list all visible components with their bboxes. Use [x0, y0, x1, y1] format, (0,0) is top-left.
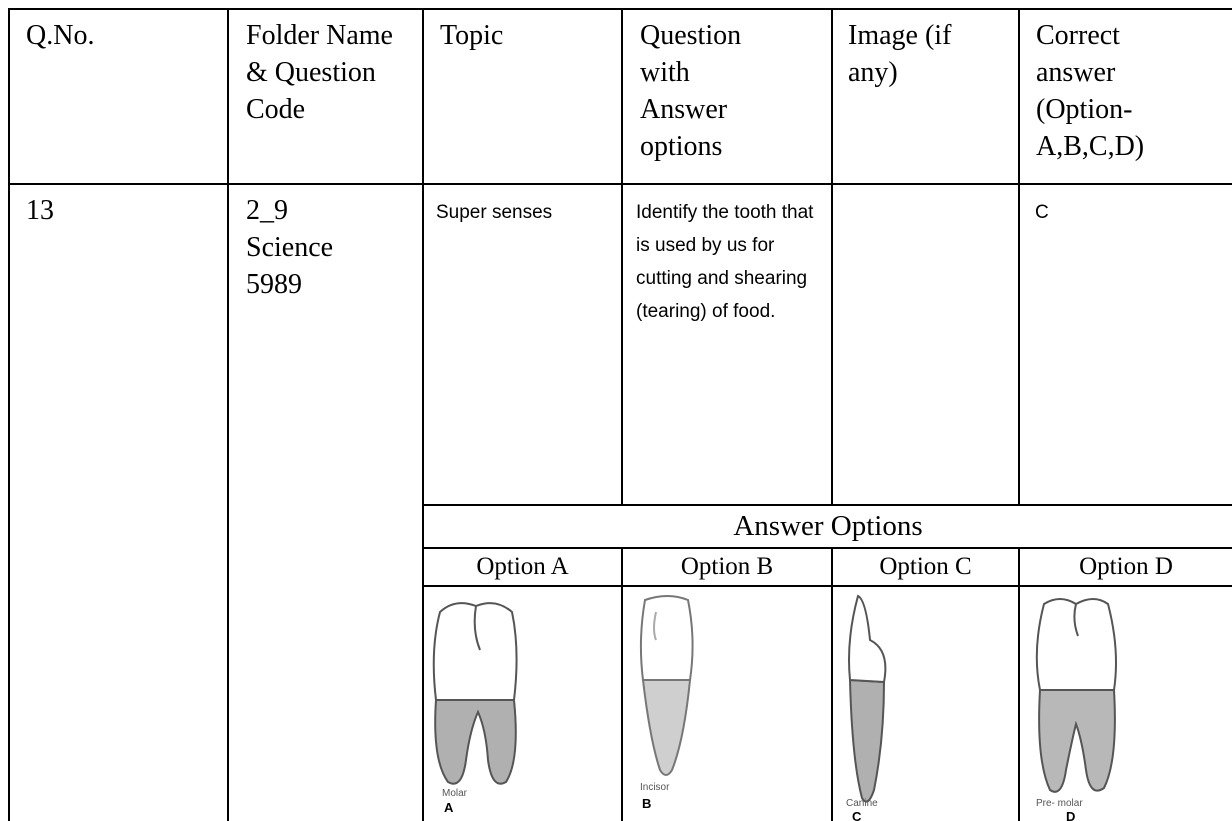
- option-label: Option A: [476, 553, 569, 580]
- header-cell: Correct answer (Option-A,B,C,D): [1036, 20, 1145, 162]
- border: [831, 547, 833, 821]
- tooth-caption: Incisor: [640, 782, 670, 793]
- border: [1018, 8, 1020, 506]
- border: [422, 547, 1232, 549]
- header-cell: Folder Name & Question Code: [246, 20, 393, 125]
- tooth-caption: Molar: [442, 788, 468, 799]
- border: [422, 585, 1232, 587]
- tooth-caption: Pre- molar: [1036, 798, 1083, 809]
- header-cell: Image (if any): [848, 20, 952, 88]
- tooth-letter: A: [444, 800, 454, 815]
- tooth-caption: Canine: [846, 798, 878, 809]
- correct-answer: C: [1035, 202, 1049, 223]
- border: [621, 547, 623, 821]
- question: Identify the tooth that is used by us fo…: [636, 202, 814, 322]
- tooth-premolar: [1035, 598, 1117, 793]
- tooth-letter: C: [852, 809, 862, 821]
- header-cell: Topic: [440, 20, 504, 51]
- tooth-letter: B: [642, 796, 651, 811]
- header-cell: Question with Answer options: [640, 20, 742, 162]
- border: [831, 8, 833, 506]
- option-label: Option C: [879, 553, 972, 580]
- qno: 13: [26, 195, 54, 226]
- option-label: Option D: [1079, 553, 1173, 580]
- tooth-canine: [848, 594, 887, 803]
- answer-options-title: Answer Options: [733, 510, 923, 542]
- header-cell: Q.No.: [26, 20, 95, 51]
- border: [8, 8, 1232, 10]
- border: [422, 504, 1232, 506]
- border: [8, 183, 1232, 185]
- tooth-molar: [432, 602, 518, 785]
- option-label: Option B: [680, 553, 774, 580]
- tooth-incisor: [639, 595, 694, 776]
- tooth-letter: D: [1066, 809, 1075, 821]
- border: [422, 8, 424, 821]
- folder: 2_9 Science 5989: [246, 195, 334, 300]
- border: [1018, 547, 1020, 821]
- border: [621, 8, 623, 506]
- border: [8, 8, 10, 821]
- border: [227, 8, 229, 821]
- topic: Super senses: [436, 202, 553, 223]
